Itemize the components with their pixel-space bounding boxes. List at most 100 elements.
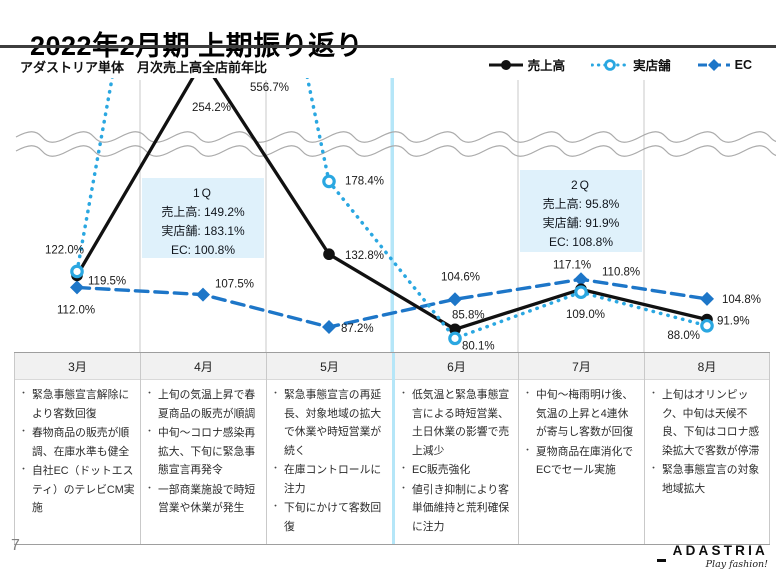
ec-marker [322,320,336,335]
data-label: 556.7% [250,82,289,94]
company-label: アダストリア単体 [20,60,125,75]
bullet-item: 緊急事態宣言解除により客数回復 [19,386,135,423]
title-divider [0,45,776,48]
month-notes: 中旬～梅雨明け後、気温の上昇と4連休が寄与し客数が回復夏物商品在庫消化でECでセ… [519,380,644,544]
annotation-box-2q: 2Q 売上高: 95.8% 実店舗: 91.9% EC: 108.8% [520,170,642,252]
axis-break-wave [15,145,776,157]
annotation-line: 売上高: 95.8% [542,197,620,211]
annotation-title: 2Q [570,178,591,192]
data-label: 91.9% [717,316,750,328]
sales-marker [449,323,461,336]
month-header: 7月 [519,353,644,380]
month-notes: 緊急事態宣言の再延長、対象地域の拡大で休業や時短営業が続く在庫コントロールに注力… [267,380,392,544]
logo-tagline: Play fashion! [705,559,768,570]
logo-underbar-icon [657,559,666,562]
bullet-item: 中旬～コロナ感染再拡大、下旬に緊急事態宣言再発令 [145,424,261,480]
chart-legend: 売上高 実店舗 EC [488,55,752,74]
bullet-item: 中旬～梅雨明け後、気温の上昇と4連休が寄与し客数が回復 [523,386,639,442]
month-header: 4月 [141,353,266,380]
data-label: 254.2% [192,102,231,114]
annotation-title: 1Q [192,186,213,200]
bullet-item: 春物商品の販売が順調、在庫水準も健全 [19,424,135,461]
logo-wordmark: ADASTRIA [672,543,768,558]
sales-marker [575,283,587,296]
ec-marker [196,287,210,302]
ec-marker [700,291,714,306]
bullet-item: 上旬はオリンピック、中旬は天候不良、下旬はコロナ感染拡大で客数が停滞 [649,386,764,460]
legend-item-stores: 実店舗 [591,55,671,74]
annotation-line: 実店舗: 91.9% [542,216,620,230]
ec-marker [448,292,462,307]
month-column: 8月上旬はオリンピック、中旬は天候不良、下旬はコロナ感染拡大で客数が停滞緊急事態… [644,353,770,544]
legend-item-ec: EC [697,58,752,72]
data-label: 109.0% [566,309,605,321]
ec-marker [574,272,588,287]
month-column: 7月中旬～梅雨明け後、気温の上昇と4連休が寄与し客数が回復夏物商品在庫消化でEC… [518,353,644,544]
quarter-divider-line [390,78,394,352]
data-label: 80.1% [462,340,495,352]
stores-marker [700,318,714,333]
ec-line-icon [697,58,730,71]
sales-line-icon [488,59,523,70]
ec-marker [70,280,84,295]
data-label: 85.8% [452,309,485,321]
bullet-item: 上旬の気温上昇で春夏商品の販売が順調 [145,386,261,423]
month-column: 4月上旬の気温上昇で春夏商品の販売が順調中旬～コロナ感染再拡大、下旬に緊急事態宣… [140,353,266,544]
annotation-line: 実店舗: 183.1% [161,224,245,238]
stores-marker [574,285,588,300]
month-header: 6月 [395,353,518,380]
annotation-line: 売上高: 149.2% [161,205,245,219]
annotation-line: EC: 100.8% [170,243,236,257]
data-label: 104.8% [722,294,761,306]
bullet-item: 下旬にかけて客数回復 [271,499,387,536]
legend-label-sales: 売上高 [527,59,566,73]
data-label: 107.5% [215,279,254,291]
sales-marker [701,313,713,326]
page-number: 7 [11,537,20,554]
month-notes: 低気温と緊急事態宣言による時短営業、土日休業の影響で売上減少EC販売強化値引き抑… [395,380,518,544]
sales-marker [323,248,335,261]
month-notes: 上旬の気温上昇で春夏商品の販売が順調中旬～コロナ感染再拡大、下旬に緊急事態宣言再… [141,380,266,544]
data-label: 122.0% [45,244,84,256]
month-notes: 緊急事態宣言解除により客数回復春物商品の販売が順調、在庫水準も健全自社EC（ドッ… [15,380,140,544]
bullet-item: 自社EC（ドットエスティ）のテレビCM実施 [19,462,135,518]
stores-marker [70,264,84,279]
month-column: 5月緊急事態宣言の再延長、対象地域の拡大で休業や時短営業が続く在庫コントロールに… [266,353,392,544]
bullet-item: 緊急事態宣言の対象地域拡大 [649,461,764,498]
legend-label-stores: 実店舗 [633,59,671,73]
data-label: 110.8% [602,266,640,278]
data-label: 87.2% [341,323,374,335]
bullet-item: 値引き抑制により客単価維持と荒利確保に注力 [399,481,513,537]
bullet-item: 一部商業施設で時短営業や休業が発生 [145,481,261,518]
annotation-line: EC: 108.8% [548,235,614,249]
data-label: 132.8% [345,250,384,262]
month-column: 6月低気温と緊急事態宣言による時短営業、土日休業の影響で売上減少EC販売強化値引… [392,353,518,544]
month-notes: 上旬はオリンピック、中旬は天候不良、下旬はコロナ感染拡大で客数が停滞緊急事態宣言… [645,380,769,544]
stores-marker [448,331,462,346]
data-label: 117.1% [553,259,591,271]
axis-break-wave [15,131,776,143]
stores-line-icon [591,58,630,71]
month-header: 5月 [267,353,392,380]
legend-label-ec: EC [734,57,752,72]
adastria-logo: ADASTRIA Play fashion! [638,543,768,570]
chart-header: アダストリア単体 月次売上高全店前年比 売上高 実店舗 [20,57,760,77]
data-label: 88.0% [667,330,700,342]
month-header: 8月 [645,353,769,380]
metric-label: 月次売上高全店前年比 [137,60,268,75]
month-header: 3月 [15,353,140,380]
data-label: 112.0% [57,304,95,316]
data-label: 178.4% [345,175,384,187]
bullet-item: EC販売強化 [399,461,513,480]
month-column: 3月緊急事態宣言解除により客数回復春物商品の販売が順調、在庫水準も健全自社EC（… [14,353,140,544]
monthly-summary-table: 3月緊急事態宣言解除により客数回復春物商品の販売が順調、在庫水準も健全自社EC（… [14,352,770,545]
stores-marker [322,174,336,189]
bullet-item: 低気温と緊急事態宣言による時短営業、土日休業の影響で売上減少 [399,386,513,460]
ec-line [75,277,709,329]
legend-item-sales: 売上高 [488,55,566,74]
annotation-box-1q: 1Q 売上高: 149.2% 実店舗: 183.1% EC: 100.8% [142,178,264,258]
bullet-item: 在庫コントロールに注力 [271,461,387,498]
ec-series [70,272,714,335]
sales-marker [71,269,83,282]
